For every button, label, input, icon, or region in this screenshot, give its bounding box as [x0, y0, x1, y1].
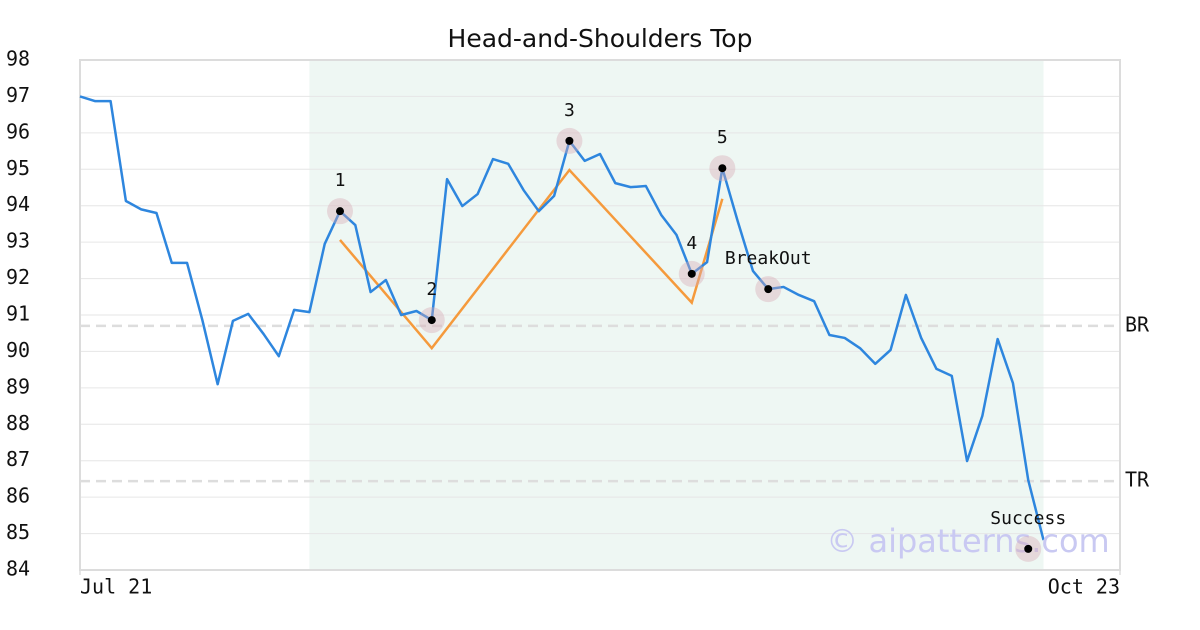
- y-tick-label: 97: [6, 83, 30, 107]
- watermark: © aipatterns.com: [826, 522, 1109, 560]
- y-tick-label: 96: [6, 119, 30, 143]
- point-marker: [718, 164, 727, 173]
- y-tick-label: 84: [6, 557, 30, 581]
- point-label: 2: [426, 279, 437, 300]
- point-label: 5: [717, 127, 728, 148]
- y-tick-label: 85: [6, 520, 30, 544]
- x-tick-label: Jul 21: [80, 575, 152, 599]
- x-tick-label: Oct 23: [1048, 575, 1120, 599]
- chart-title: Head-and-Shoulders Top: [448, 24, 753, 53]
- point-marker: [1024, 544, 1033, 553]
- plot-frame: [79, 59, 1121, 571]
- point-marker: [336, 207, 344, 216]
- y-tick-label: 95: [6, 156, 30, 180]
- y-tick-label: 88: [6, 411, 30, 435]
- y-tick-label: 89: [6, 374, 30, 398]
- y-tick-label: 94: [6, 192, 30, 216]
- point-label: Success: [990, 508, 1066, 529]
- point-marker: [565, 136, 574, 145]
- level-label: TR: [1125, 468, 1150, 492]
- y-tick-label: 91: [6, 302, 30, 326]
- y-tick-label: 86: [6, 484, 30, 508]
- level-label: BR: [1125, 312, 1150, 336]
- point-marker: [764, 285, 773, 294]
- point-marker: [427, 316, 436, 325]
- point-label: 1: [335, 170, 346, 191]
- point-label: BreakOut: [725, 248, 812, 269]
- point-marker: [687, 269, 696, 278]
- y-tick-label: 92: [6, 265, 30, 289]
- y-tick-label: 98: [6, 47, 30, 71]
- point-label: 4: [686, 233, 697, 254]
- price-line: [79, 95, 1045, 541]
- y-tick-label: 87: [6, 447, 30, 471]
- y-tick-label: 93: [6, 229, 30, 253]
- y-tick-label: 90: [6, 338, 30, 362]
- point-label: 3: [564, 100, 575, 121]
